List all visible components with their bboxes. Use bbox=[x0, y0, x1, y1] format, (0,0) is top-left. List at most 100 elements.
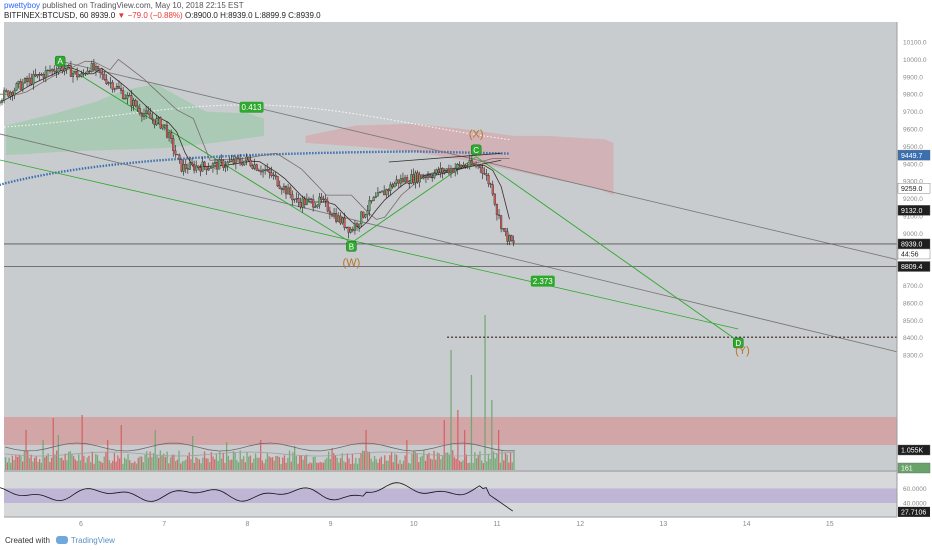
wave-degree-label: (W) bbox=[343, 257, 361, 269]
volume-bar bbox=[197, 458, 199, 470]
candle-body bbox=[439, 168, 442, 173]
volume-bar bbox=[380, 456, 382, 470]
candle-body bbox=[7, 90, 10, 97]
candle-body bbox=[343, 217, 346, 228]
volume-bar bbox=[210, 452, 212, 470]
triangle-upper-line bbox=[388, 152, 502, 163]
candle-body bbox=[218, 159, 221, 170]
candle-body bbox=[468, 160, 471, 167]
volume-bar bbox=[185, 459, 187, 470]
candle-body bbox=[38, 74, 41, 76]
volume-bar bbox=[100, 461, 102, 470]
candle-body bbox=[320, 196, 323, 200]
candle-body bbox=[90, 63, 93, 72]
candle-body bbox=[387, 189, 390, 192]
volume-bar bbox=[96, 454, 99, 470]
candle-body bbox=[345, 226, 348, 228]
volume-bar bbox=[161, 454, 163, 470]
channel-upper-line bbox=[60, 60, 897, 260]
wave-label-text: B bbox=[349, 242, 354, 251]
candle-body bbox=[512, 240, 515, 243]
volume-bar bbox=[217, 460, 219, 470]
volume-bar bbox=[142, 462, 144, 470]
channel-lower-line bbox=[0, 133, 897, 353]
price-axis[interactable]: 10100.0 10000.0 9900.0 9800.0 9700.0 9600.0 95… bbox=[896, 22, 932, 517]
time-axis[interactable]: 6 7 8 9 10 11 12 13 14 15 bbox=[4, 516, 897, 530]
volume-bar bbox=[190, 459, 192, 470]
volume-ma-line bbox=[4, 442, 515, 452]
price-tick-label: 9100.0 bbox=[903, 213, 923, 220]
rsi-pane bbox=[0, 482, 514, 512]
price-tick-label: 9300.0 bbox=[903, 179, 923, 186]
volume-bar bbox=[44, 457, 46, 470]
volume-bar bbox=[232, 451, 235, 470]
candle-body bbox=[165, 125, 169, 138]
candle-body bbox=[395, 179, 398, 184]
volume-bar bbox=[362, 450, 364, 470]
volume-bar bbox=[392, 462, 394, 470]
volume-bar bbox=[23, 450, 25, 470]
volume-bar bbox=[328, 451, 330, 470]
volume-bar bbox=[436, 452, 439, 470]
candle-body bbox=[199, 167, 202, 172]
volume-bar bbox=[132, 462, 134, 470]
price-tick-label: 10000.0 bbox=[903, 57, 927, 64]
candle-body bbox=[182, 164, 185, 172]
candle-body bbox=[65, 64, 68, 70]
volume-bar bbox=[115, 461, 117, 470]
candle-body bbox=[324, 198, 327, 202]
candle-body bbox=[247, 156, 250, 161]
volume-bar bbox=[482, 463, 484, 470]
volume-bar bbox=[440, 459, 442, 470]
candle-body bbox=[303, 198, 306, 205]
tradingview-brand[interactable]: TradingView bbox=[70, 536, 115, 545]
candle-body bbox=[299, 202, 302, 208]
volume-bar bbox=[188, 452, 190, 470]
candle-body bbox=[445, 168, 448, 171]
volume-bar bbox=[441, 456, 444, 470]
volume-bar bbox=[504, 453, 507, 470]
volume-bar bbox=[101, 462, 104, 470]
cloud-bearish bbox=[305, 123, 614, 196]
price-label-text: 8809.4 bbox=[901, 264, 923, 271]
volume-bar bbox=[202, 457, 204, 470]
volume-bar bbox=[56, 450, 58, 470]
volume-bar bbox=[487, 454, 490, 470]
volume-bar bbox=[260, 440, 262, 470]
volume-bar bbox=[312, 457, 314, 470]
volume-bar bbox=[219, 451, 221, 470]
wave-label-A bbox=[54, 55, 66, 67]
volume-bar bbox=[214, 459, 216, 470]
volume-bar bbox=[40, 462, 42, 470]
candle-body bbox=[134, 100, 137, 107]
candle-body bbox=[46, 69, 49, 72]
volume-bar bbox=[305, 454, 308, 470]
volume-bar bbox=[458, 460, 461, 470]
volume-bar bbox=[8, 457, 10, 470]
candle-body bbox=[186, 168, 189, 170]
candle-body bbox=[328, 210, 331, 215]
volume-bar bbox=[73, 456, 75, 470]
volume-bar bbox=[198, 459, 201, 470]
author-link[interactable]: pwettyboy bbox=[4, 1, 41, 10]
ohlc-values: O:8900.0 H:8939.0 L:8899.9 C:8939.0 bbox=[184, 11, 321, 20]
candle-body bbox=[389, 184, 392, 192]
volume-bar bbox=[129, 460, 131, 470]
volume-bar bbox=[375, 459, 377, 470]
candle-body bbox=[34, 74, 37, 77]
volume-bar bbox=[450, 350, 452, 470]
volume-bar bbox=[151, 457, 153, 470]
volume-bar bbox=[355, 457, 357, 470]
volume-bar bbox=[16, 457, 19, 470]
candle-body bbox=[502, 228, 505, 230]
volume-bar bbox=[411, 454, 413, 470]
candle-body bbox=[253, 164, 256, 169]
candle-body bbox=[188, 162, 191, 170]
candle-body bbox=[351, 228, 354, 231]
candle-body bbox=[493, 193, 496, 205]
candle-body bbox=[301, 198, 304, 208]
candle-body bbox=[422, 176, 425, 179]
candle-body bbox=[443, 170, 446, 173]
candle-body bbox=[105, 79, 108, 84]
